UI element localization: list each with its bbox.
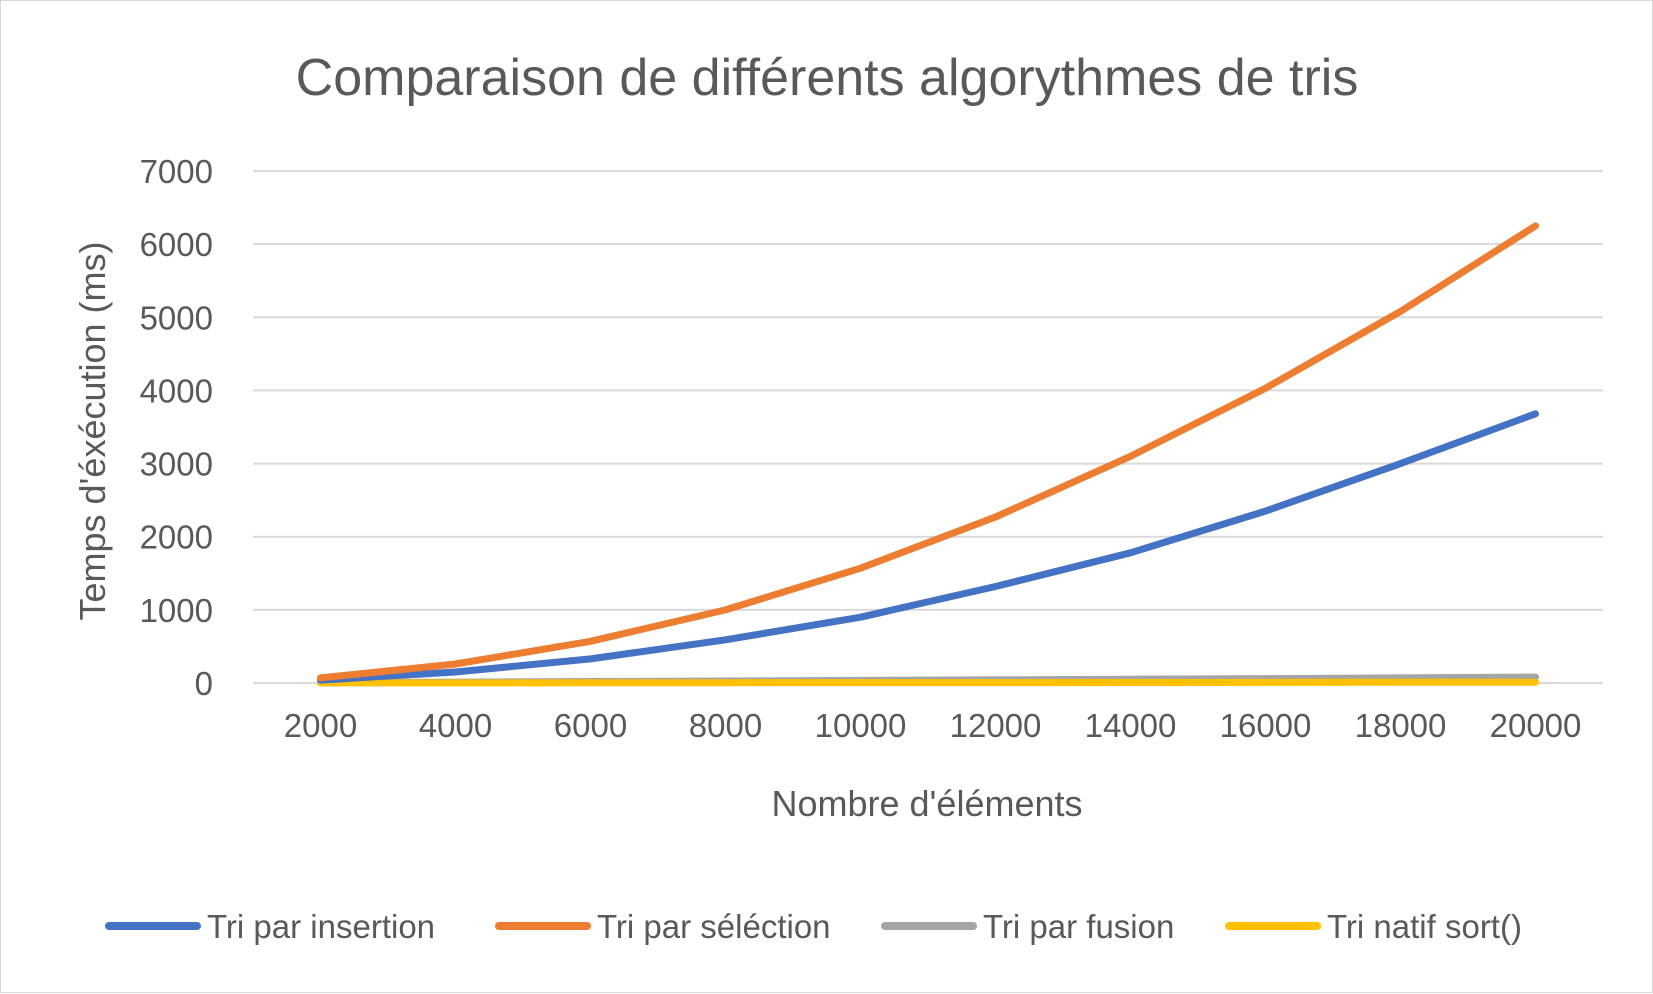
series-line-tri-par-insertion bbox=[317, 410, 1539, 684]
legend-label: Tri par insertion bbox=[207, 908, 435, 945]
x-tick-label: 16000 bbox=[1220, 707, 1312, 744]
x-tick-label: 14000 bbox=[1085, 707, 1177, 744]
y-axis-title: Temps d'éxécution (ms) bbox=[72, 241, 113, 620]
x-tick-label: 12000 bbox=[950, 707, 1042, 744]
y-tick-label: 3000 bbox=[140, 446, 213, 483]
series-line-tri-natif-sort bbox=[317, 678, 1539, 687]
x-tick-label: 10000 bbox=[815, 707, 907, 744]
chart-title: Comparaison de différents algorythmes de… bbox=[296, 49, 1359, 107]
legend: Tri par insertion Tri par séléction Tri pa… bbox=[105, 908, 1522, 945]
y-tick-label: 2000 bbox=[140, 519, 213, 556]
y-tick-label: 7000 bbox=[140, 153, 213, 190]
y-tick-label: 6000 bbox=[140, 226, 213, 263]
legend-label: Tri natif sort() bbox=[1327, 908, 1522, 945]
y-tick-label: 0 bbox=[195, 665, 213, 702]
x-tick-label: 8000 bbox=[689, 707, 762, 744]
x-axis-ticks: 2000 4000 6000 8000 10000 12000 14000 16000 1800… bbox=[284, 707, 1582, 744]
x-tick-label: 6000 bbox=[554, 707, 627, 744]
x-tick-label: 2000 bbox=[284, 707, 357, 744]
y-axis-ticks: 0 1000 2000 3000 4000 5000 6000 7000 bbox=[140, 153, 213, 702]
legend-label: Tri par séléction bbox=[597, 908, 831, 945]
y-tick-label: 4000 bbox=[140, 372, 213, 409]
x-axis-title: Nombre d'éléments bbox=[771, 783, 1082, 824]
y-tick-label: 5000 bbox=[140, 299, 213, 336]
y-tick-label: 1000 bbox=[140, 592, 213, 629]
series-line-tri-par-s-l-ction bbox=[317, 222, 1539, 682]
x-tick-label: 20000 bbox=[1490, 707, 1582, 744]
series-layer bbox=[317, 222, 1539, 687]
legend-label: Tri par fusion bbox=[983, 908, 1174, 945]
x-tick-label: 18000 bbox=[1355, 707, 1447, 744]
x-tick-label: 4000 bbox=[419, 707, 492, 744]
gridlines bbox=[253, 170, 1603, 684]
